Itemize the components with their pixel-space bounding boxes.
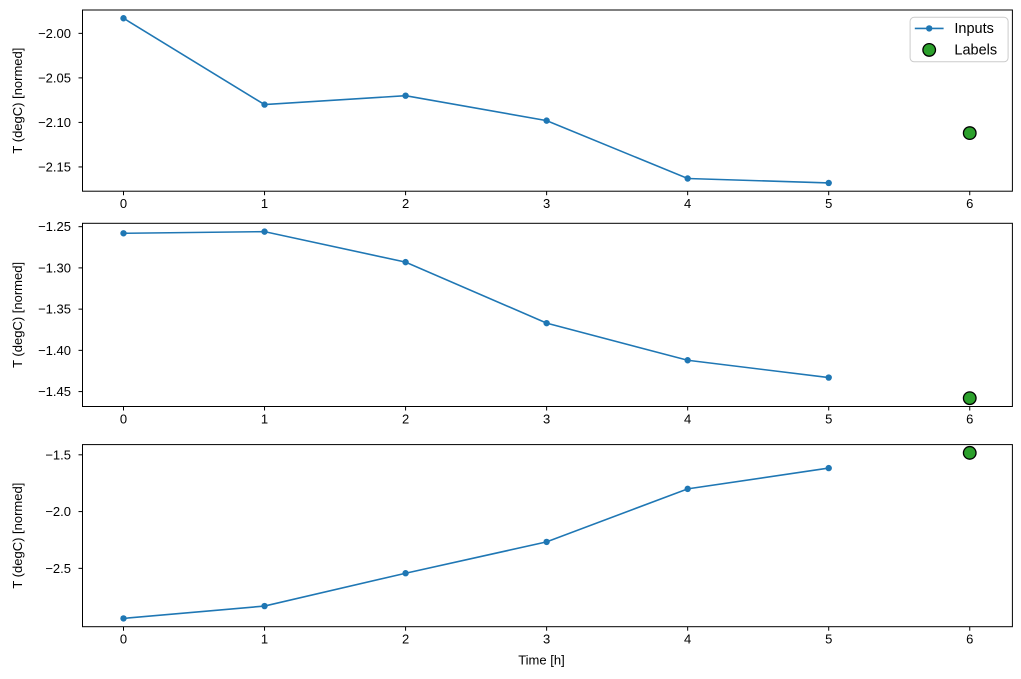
svg-text:−1.35: −1.35 [38, 302, 71, 317]
svg-text:3: 3 [543, 412, 550, 427]
svg-text:0: 0 [120, 412, 127, 427]
svg-text:Time [h]: Time [h] [518, 653, 564, 668]
svg-text:6: 6 [966, 196, 973, 211]
svg-text:5: 5 [825, 196, 832, 211]
svg-text:T (degC) [normed]: T (degC) [normed] [10, 262, 25, 368]
svg-text:2: 2 [402, 632, 409, 647]
svg-text:−2.0: −2.0 [45, 504, 71, 519]
svg-text:4: 4 [684, 632, 691, 647]
svg-text:4: 4 [684, 412, 691, 427]
svg-text:−1.5: −1.5 [45, 447, 71, 462]
svg-text:0: 0 [120, 632, 127, 647]
svg-text:Labels: Labels [954, 43, 997, 59]
svg-text:Inputs: Inputs [954, 21, 994, 37]
svg-text:−2.05: −2.05 [38, 70, 71, 85]
svg-text:1: 1 [261, 196, 268, 211]
svg-text:T (degC) [normed]: T (degC) [normed] [10, 483, 25, 589]
svg-text:5: 5 [825, 632, 832, 647]
svg-text:1: 1 [261, 412, 268, 427]
svg-text:−1.40: −1.40 [38, 343, 71, 358]
svg-text:4: 4 [684, 196, 691, 211]
svg-text:0: 0 [120, 196, 127, 211]
svg-text:−2.15: −2.15 [38, 159, 71, 174]
svg-text:T (degC) [normed]: T (degC) [normed] [10, 48, 25, 154]
svg-text:3: 3 [543, 632, 550, 647]
svg-text:−2.10: −2.10 [38, 115, 71, 130]
svg-text:−2.5: −2.5 [45, 561, 71, 576]
svg-text:1: 1 [261, 632, 268, 647]
svg-text:−2.00: −2.00 [38, 26, 71, 41]
svg-text:3: 3 [543, 196, 550, 211]
svg-text:6: 6 [966, 632, 973, 647]
svg-text:−1.25: −1.25 [38, 219, 71, 234]
svg-text:2: 2 [402, 196, 409, 211]
svg-text:6: 6 [966, 412, 973, 427]
svg-text:5: 5 [825, 412, 832, 427]
svg-text:−1.45: −1.45 [38, 384, 71, 399]
svg-text:2: 2 [402, 412, 409, 427]
svg-text:−1.30: −1.30 [38, 260, 71, 275]
